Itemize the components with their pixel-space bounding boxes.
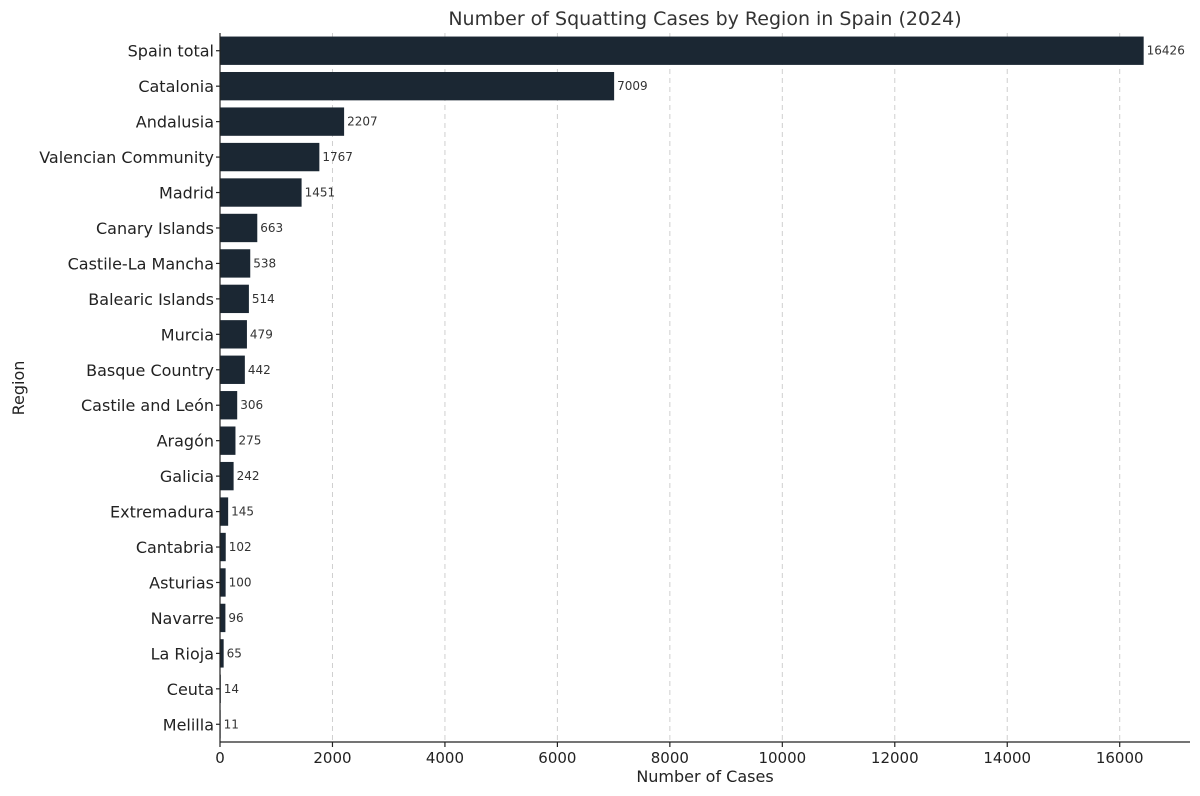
bar-value-label: 65 bbox=[227, 646, 242, 660]
y-tick-label: Basque Country bbox=[86, 361, 214, 380]
y-tick-label: Aragón bbox=[157, 432, 214, 451]
bar bbox=[220, 568, 226, 597]
y-tick-label: La Rioja bbox=[151, 644, 214, 663]
bar-value-label: 16426 bbox=[1147, 44, 1185, 58]
y-tick-label: Galicia bbox=[160, 467, 214, 486]
x-tick-label: 2000 bbox=[313, 749, 351, 767]
bar-value-label: 11 bbox=[224, 717, 239, 731]
bar bbox=[220, 213, 258, 243]
x-tick-label: 0 bbox=[215, 749, 225, 767]
y-tick-label: Andalusia bbox=[136, 113, 214, 132]
y-tick-label: Balearic Islands bbox=[88, 290, 214, 309]
x-tick-label: 4000 bbox=[426, 749, 464, 767]
bar bbox=[220, 391, 238, 420]
bar-value-label: 145 bbox=[231, 505, 254, 519]
x-tick-label: 12000 bbox=[871, 749, 919, 767]
x-tick-labels: 0 2000 4000 6000 8000 10000 12000 14000 16000 bbox=[215, 742, 1144, 767]
y-tick-label: Catalonia bbox=[138, 77, 214, 96]
y-tick-label: Madrid bbox=[159, 184, 214, 203]
y-tick-label: Melilla bbox=[163, 715, 214, 734]
bar-value-label: 242 bbox=[237, 469, 260, 483]
chart-title: Number of Squatting Cases by Region in S… bbox=[448, 8, 961, 30]
bar-value-label: 442 bbox=[248, 363, 271, 377]
bar-value-label: 514 bbox=[252, 292, 275, 306]
y-tick-label: Spain total bbox=[128, 42, 214, 61]
bar bbox=[220, 603, 226, 633]
bar bbox=[220, 178, 302, 207]
y-tick-label: Navarre bbox=[151, 609, 214, 628]
x-tick-label: 6000 bbox=[538, 749, 576, 767]
bar-value-label: 1451 bbox=[305, 186, 336, 200]
bars-layer bbox=[220, 36, 1144, 739]
bar bbox=[220, 426, 236, 455]
value-labels-layer: 16426 7009 2207 1767 1451 663 538 514 479 442 306 2… bbox=[224, 44, 1185, 732]
y-tick-label: Asturias bbox=[149, 573, 214, 592]
bar bbox=[220, 284, 249, 314]
bar-value-label: 306 bbox=[240, 398, 263, 412]
bar bbox=[220, 107, 345, 136]
y-tick-label: Castile and León bbox=[81, 396, 214, 415]
y-tick-label: Murcia bbox=[161, 325, 214, 344]
y-tick-labels: Spain total Catalonia Andalusia Valencian C… bbox=[39, 42, 220, 734]
bar bbox=[220, 497, 229, 526]
bar bbox=[220, 71, 615, 101]
y-tick-label: Ceuta bbox=[167, 680, 214, 699]
y-tick-label: Castile-La Mancha bbox=[68, 254, 214, 273]
x-tick-label: 10000 bbox=[758, 749, 806, 767]
bar-value-label: 102 bbox=[229, 540, 252, 554]
bar-value-label: 2207 bbox=[347, 115, 378, 129]
bar bbox=[220, 355, 245, 384]
bar bbox=[220, 532, 226, 562]
y-tick-label: Extremadura bbox=[110, 503, 214, 522]
bar-value-label: 1767 bbox=[322, 150, 353, 164]
bar-value-label: 96 bbox=[228, 611, 243, 625]
y-tick-label: Cantabria bbox=[136, 538, 214, 557]
bar bbox=[220, 36, 1144, 65]
bar bbox=[220, 320, 247, 349]
y-axis-label: Region bbox=[9, 361, 28, 416]
bar-value-label: 479 bbox=[250, 327, 273, 341]
x-tick-label: 14000 bbox=[983, 749, 1031, 767]
y-tick-label: Canary Islands bbox=[96, 219, 214, 238]
x-tick-label: 16000 bbox=[1096, 749, 1144, 767]
bar-value-label: 663 bbox=[260, 221, 283, 235]
grid-layer bbox=[331, 33, 1121, 742]
bar-value-label: 7009 bbox=[617, 79, 648, 93]
bar-value-label: 14 bbox=[224, 682, 239, 696]
bar-value-label: 538 bbox=[253, 256, 276, 270]
x-axis-label: Number of Cases bbox=[636, 767, 773, 786]
y-tick-label: Valencian Community bbox=[39, 148, 214, 167]
x-tick-label: 8000 bbox=[651, 749, 689, 767]
bar-value-label: 275 bbox=[238, 434, 261, 448]
bar-value-label: 100 bbox=[229, 575, 252, 589]
bar bbox=[220, 249, 251, 278]
bar bbox=[220, 142, 320, 172]
bar bbox=[220, 461, 234, 491]
bar bbox=[220, 639, 224, 668]
